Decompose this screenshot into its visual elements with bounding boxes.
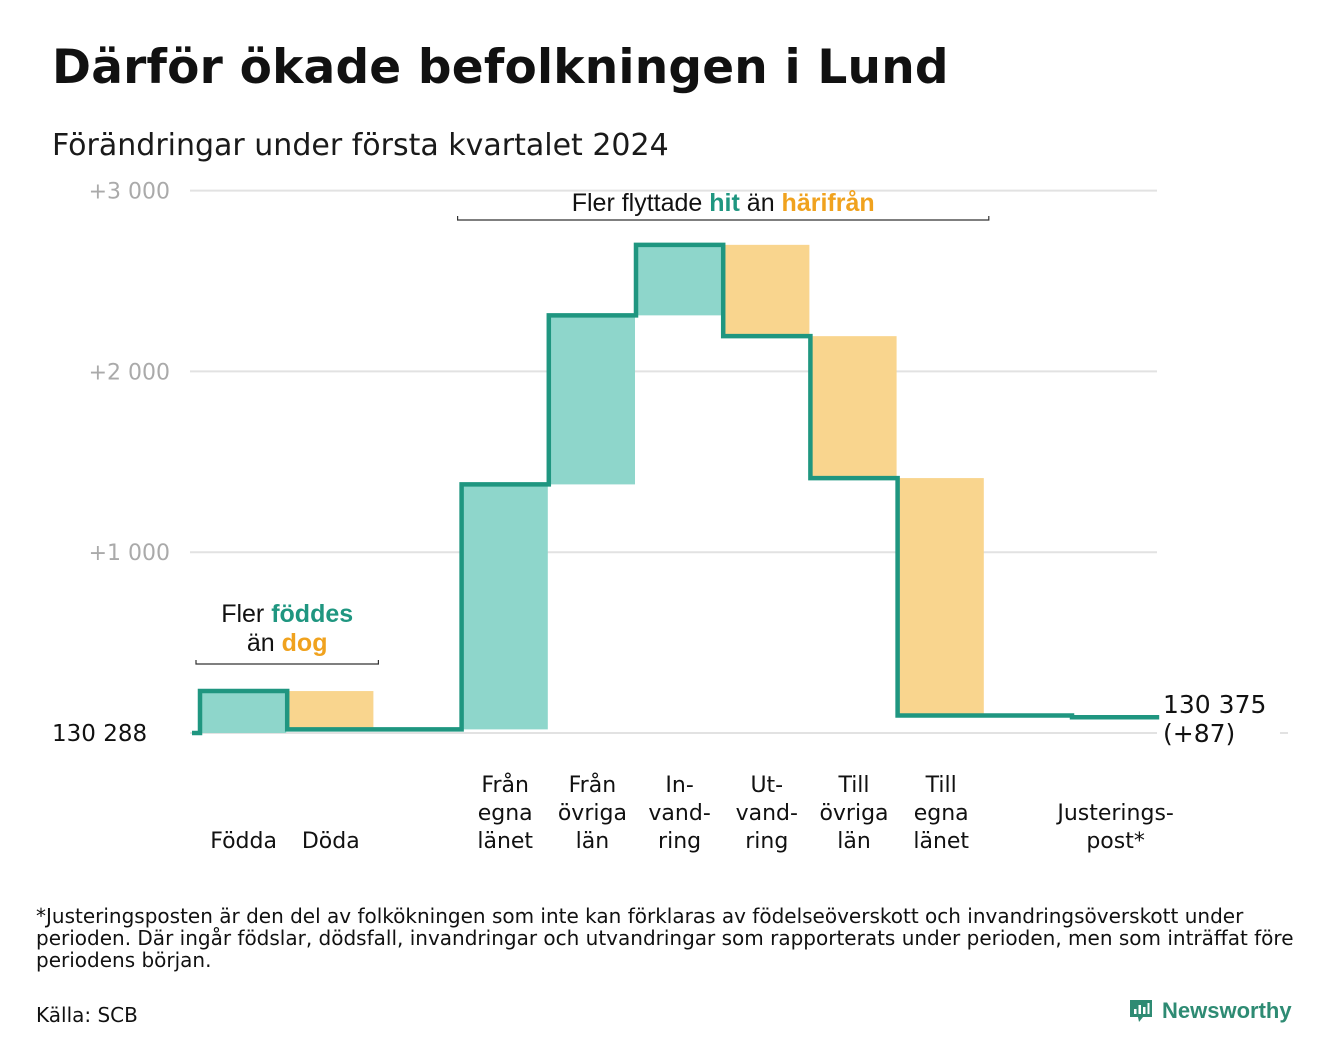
- category-label: Döda: [302, 829, 360, 854]
- category-label: Till: [925, 773, 957, 798]
- category-label: post*: [1086, 829, 1145, 854]
- y-tick-label: +3 000: [89, 180, 170, 205]
- y-tick-label: +1 000: [89, 541, 170, 566]
- category-label: egna: [914, 801, 969, 826]
- category-label: övriga: [819, 801, 888, 826]
- end-value-label: 130 375: [1163, 690, 1266, 719]
- annotation-word: hit: [702, 189, 740, 217]
- annotation-word: än: [740, 189, 775, 217]
- end-change-label: (+87): [1163, 719, 1235, 748]
- newsworthy-logo-icon: [1130, 1000, 1152, 1022]
- bar-7: [723, 244, 810, 337]
- category-label: ring: [745, 829, 788, 854]
- category-label: övriga: [558, 801, 627, 826]
- category-label: län: [576, 829, 610, 854]
- category-label: län: [837, 829, 871, 854]
- category-label: Till: [837, 773, 869, 798]
- annotation-migration-bracket: [457, 216, 990, 221]
- bar-8: [810, 336, 897, 479]
- category-label: länet: [477, 829, 533, 854]
- category-label: Från: [481, 772, 529, 798]
- annotation-births-line1: Fler föddes: [221, 600, 353, 628]
- brand-logo: Newsworthy: [1128, 998, 1292, 1024]
- annotation-word: dog: [275, 629, 328, 657]
- annotation-word: härifrån: [775, 189, 875, 217]
- bar-6: [636, 244, 723, 316]
- bar-2: [287, 691, 374, 730]
- category-label: vand-: [648, 801, 710, 826]
- annotation-word: föddes: [264, 600, 353, 628]
- category-label: In-: [665, 773, 693, 798]
- chart-title: Därför ökade befolkningen i Lund: [52, 40, 949, 95]
- waterfall-chart: +1 000 +2 000 +3 000 Födda Döda Från egna länet…: [52, 180, 1288, 854]
- source-note: Källa: SCB: [36, 1003, 138, 1027]
- chart-subtitle: Förändringar under första kvartalet 2024: [52, 128, 669, 163]
- annotation-word: Fler flyttade: [572, 189, 703, 217]
- bar-4: [461, 484, 548, 730]
- annotation-word: än: [247, 629, 275, 657]
- category-label: egna: [478, 801, 533, 826]
- category-label: länet: [913, 829, 969, 854]
- category-label: Födda: [210, 829, 277, 854]
- category-label: vand-: [736, 801, 798, 826]
- category-label: Från: [569, 772, 617, 798]
- category-label: Justerings-: [1055, 801, 1174, 826]
- annotation-word: Fler: [221, 600, 264, 628]
- bar-1: [200, 691, 287, 733]
- category-label: ring: [658, 829, 701, 854]
- brand-name: Newsworthy: [1162, 998, 1292, 1023]
- annotation-births-line2: än dog: [247, 629, 328, 657]
- step-line: [192, 242, 1160, 736]
- bar-5: [548, 315, 635, 485]
- category-label: Ut-: [750, 773, 783, 798]
- footnote: *Justeringsposten är den del av folkökni…: [36, 904, 1294, 972]
- bar-9: [897, 478, 984, 716]
- start-value-label: 130 288: [52, 721, 147, 747]
- y-tick-label: +2 000: [89, 360, 170, 385]
- annotation-births-bracket: [195, 660, 379, 665]
- annotation-migration: Fler flyttade hit än härifrån: [572, 189, 875, 217]
